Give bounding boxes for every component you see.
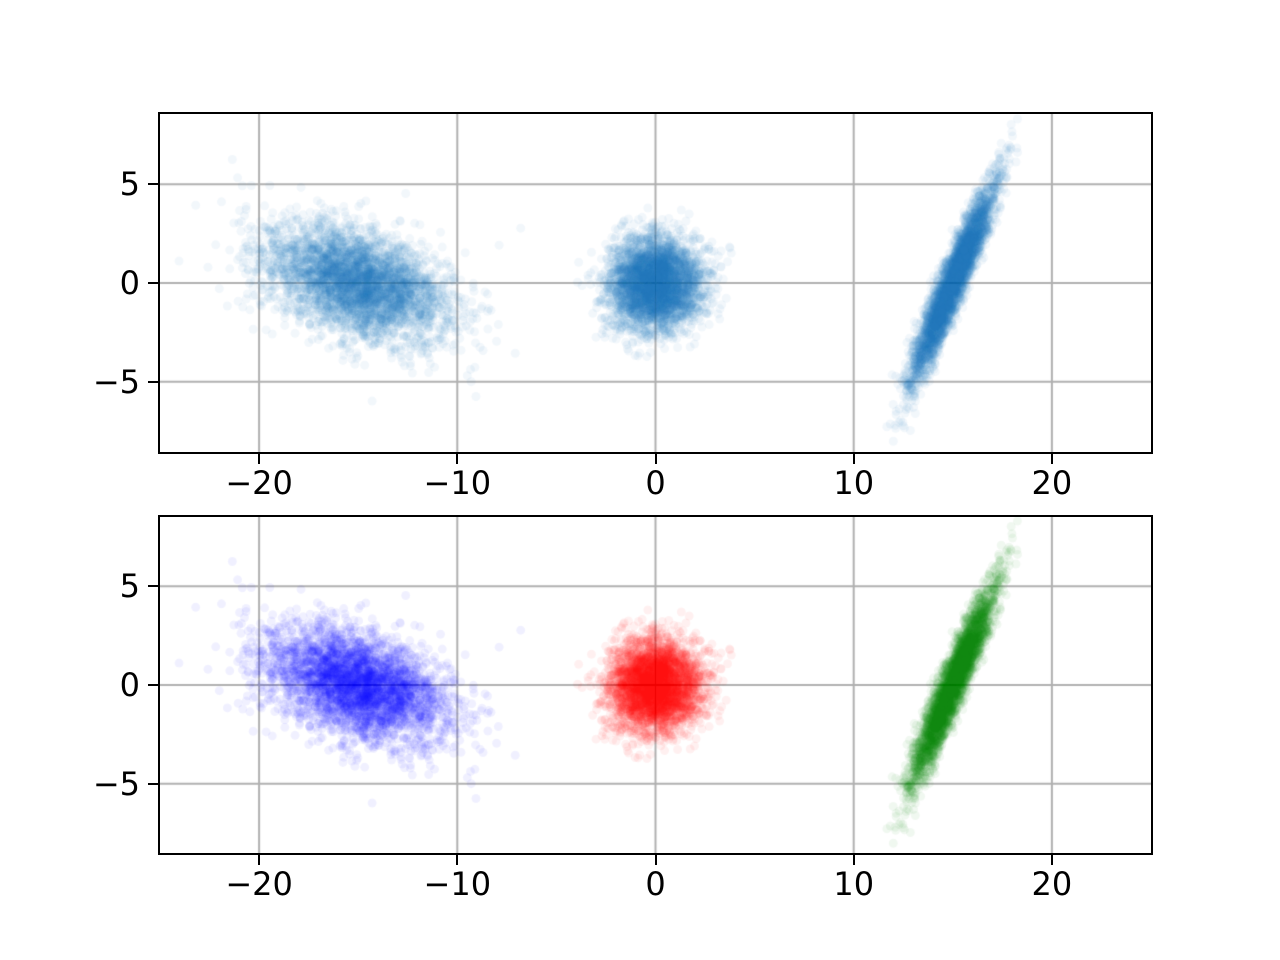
y-tick <box>148 684 158 686</box>
x-tick-label: −20 <box>225 464 293 502</box>
x-tick-label: 20 <box>1031 865 1073 903</box>
x-tick <box>456 855 459 865</box>
x-tick-label: 20 <box>1031 464 1073 502</box>
y-tick-label: 5 <box>119 165 140 204</box>
x-tick <box>258 454 261 464</box>
x-tick <box>852 855 855 865</box>
x-tick-label: 10 <box>833 464 875 502</box>
x-tick-label: 0 <box>645 464 666 502</box>
x-tick-label: −10 <box>423 464 492 502</box>
x-tick <box>456 454 459 464</box>
scatter-canvas-bottom <box>160 517 1151 853</box>
x-tick-label: −20 <box>225 865 293 903</box>
y-tick-label: 5 <box>119 567 140 606</box>
x-tick-label: 10 <box>833 865 875 903</box>
x-tick-label: 0 <box>645 865 666 903</box>
y-tick-label: 0 <box>119 264 140 302</box>
x-tick-label: −10 <box>423 865 492 903</box>
x-tick <box>258 855 261 865</box>
x-tick <box>852 454 855 464</box>
subplot-bottom-axes: −20 −10 0 10 20 5 0 −5 <box>93 515 1153 900</box>
x-tick <box>654 454 657 464</box>
y-tick <box>148 183 158 186</box>
y-tick-label: −5 <box>92 764 140 803</box>
y-tick <box>148 782 158 785</box>
y-tick-label: 0 <box>119 666 140 704</box>
y-tick <box>148 282 158 284</box>
x-tick <box>654 855 657 865</box>
subplot-top-axes: −20 −10 0 10 20 5 0 −5 <box>93 112 1153 499</box>
y-tick-label: −5 <box>92 362 140 401</box>
y-tick <box>148 380 158 383</box>
y-tick <box>148 585 158 588</box>
x-tick <box>1050 855 1053 865</box>
scatter-canvas-top <box>160 114 1151 452</box>
x-tick <box>1050 454 1053 464</box>
